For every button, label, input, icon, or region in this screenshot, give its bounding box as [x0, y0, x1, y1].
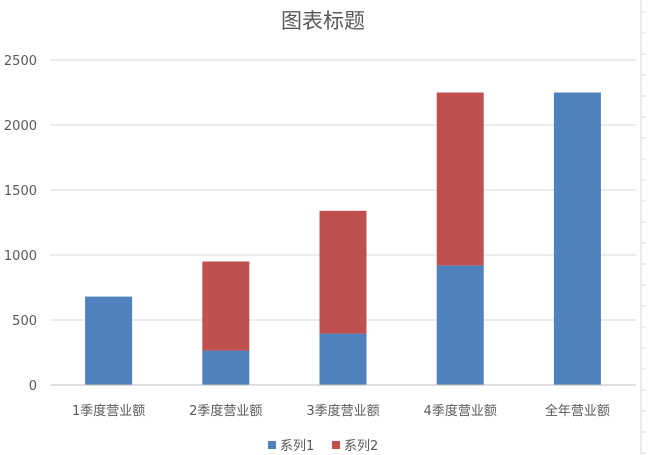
x-tick-label: 3季度营业额: [306, 403, 379, 419]
bar-series1-4[interactable]: [436, 265, 484, 385]
bar-series1-3[interactable]: [319, 333, 367, 385]
x-axis-labels: 1季度营业额 2季度营业额 3季度营业额 4季度营业额 全年营业额: [72, 403, 610, 419]
y-axis-ticks: 0 500 1000 1500 2000 2500: [4, 54, 37, 394]
x-tick-label: 全年营业额: [545, 403, 610, 419]
legend-label: 系列1: [280, 439, 314, 454]
bar-series2-4[interactable]: [436, 92, 484, 266]
y-tick-label: 500: [12, 314, 37, 329]
bar-series2-2[interactable]: [202, 261, 250, 351]
bar-series1-2[interactable]: [202, 350, 250, 385]
bar-series1-1[interactable]: [85, 296, 133, 385]
y-tick-label: 2000: [4, 119, 37, 134]
worksheet-edge: [640, 0, 646, 455]
x-tick-label: 2季度营业额: [189, 403, 262, 419]
bar-series1-5[interactable]: [553, 92, 601, 386]
legend-item-series1[interactable]: 系列1: [268, 439, 314, 454]
chart-title[interactable]: 图表标题: [281, 9, 365, 33]
legend-swatch: [268, 441, 276, 449]
y-tick-label: 1000: [4, 249, 37, 264]
legend[interactable]: 系列1 系列2: [268, 439, 378, 454]
x-tick-label: 1季度营业额: [72, 403, 145, 419]
bar-series2-3[interactable]: [319, 210, 367, 334]
y-tick-label: 2500: [4, 54, 37, 69]
legend-label: 系列2: [344, 439, 378, 454]
y-tick-label: 1500: [4, 184, 37, 199]
bars: [85, 92, 601, 386]
legend-swatch: [332, 441, 340, 449]
x-tick-label: 4季度营业额: [424, 403, 497, 419]
legend-item-series2[interactable]: 系列2: [332, 439, 378, 454]
y-tick-label: 0: [29, 379, 37, 394]
